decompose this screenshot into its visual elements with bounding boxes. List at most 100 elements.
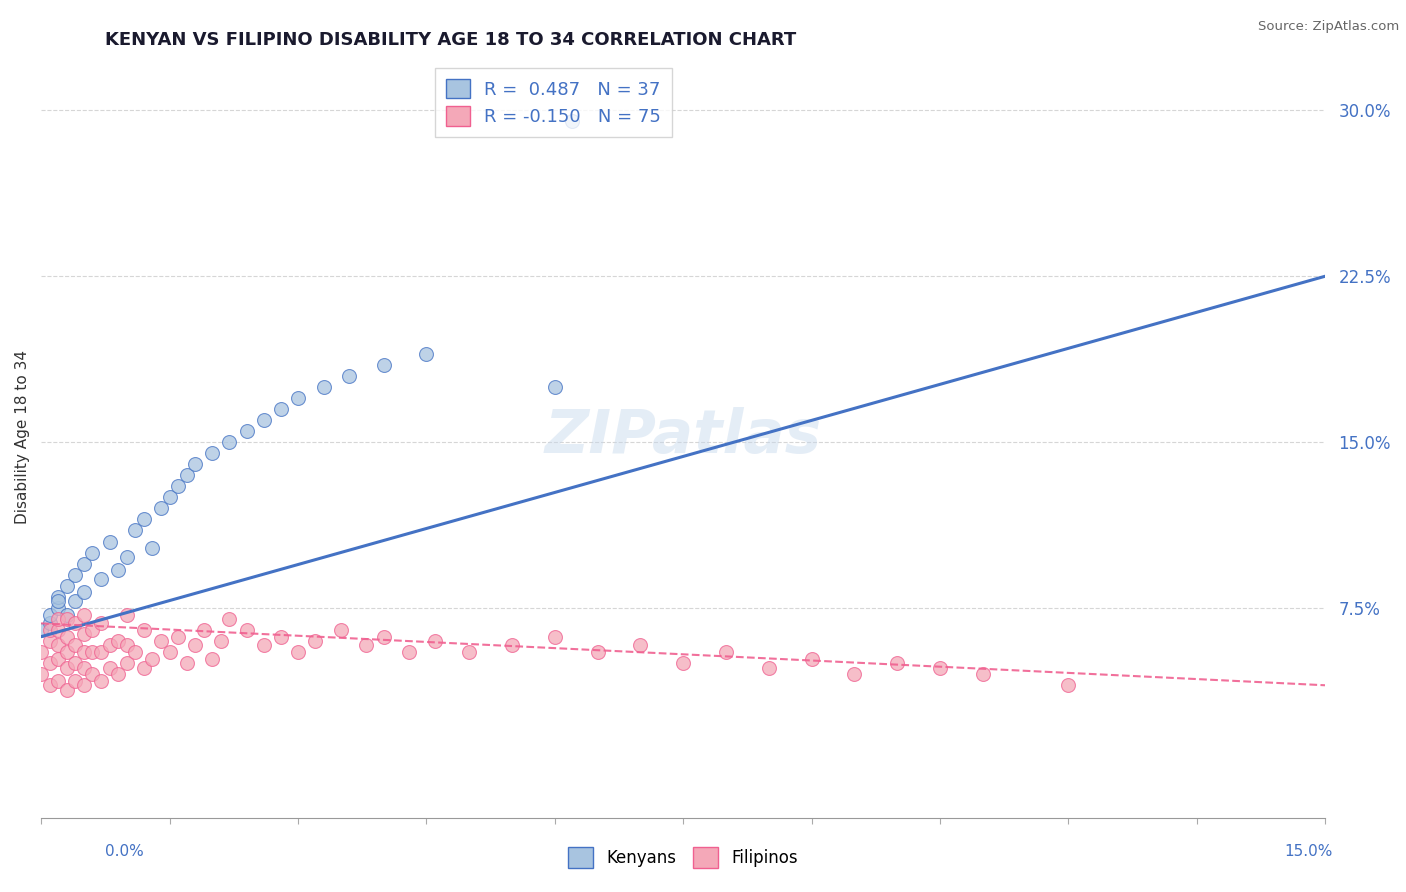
Point [141,651,163,665]
Point [46,673,69,688]
Point [304,634,326,648]
Point [1057,678,1080,692]
Point [270,630,292,644]
Text: KENYAN VS FILIPINO DISABILITY AGE 18 TO 34 CORRELATION CHART: KENYAN VS FILIPINO DISABILITY AGE 18 TO … [105,31,797,49]
Point [30,623,52,637]
Point [90,645,112,659]
Point [132,623,155,637]
Legend: R =  0.487   N = 37, R = -0.150   N = 75: R = 0.487 N = 37, R = -0.150 N = 75 [436,68,672,136]
Point [270,401,292,416]
Text: ZIPatlas: ZIPatlas [544,407,821,466]
Point [544,630,567,644]
Point [373,630,395,644]
Point [98,660,121,674]
Point [65,567,87,582]
Point [415,346,437,360]
Point [628,639,651,653]
Point [56,607,79,622]
Point [73,645,96,659]
Point [337,368,360,383]
Point [30,645,52,659]
Point [176,468,198,483]
Point [800,651,823,665]
Point [423,634,446,648]
Point [218,435,240,450]
Point [287,391,309,405]
Point [65,594,87,608]
Point [38,607,60,622]
Point [287,645,309,659]
Point [56,660,79,674]
Point [46,594,69,608]
Point [886,656,908,670]
Point [235,424,257,438]
Point [46,651,69,665]
Text: Source: ZipAtlas.com: Source: ZipAtlas.com [1258,20,1399,33]
Point [38,656,60,670]
Point [46,639,69,653]
Y-axis label: Disability Age 18 to 34: Disability Age 18 to 34 [15,350,30,524]
Point [141,541,163,556]
Point [149,501,172,516]
Point [115,607,138,622]
Point [65,673,87,688]
Point [672,656,695,670]
Point [758,660,780,674]
Point [30,667,52,681]
Point [356,639,378,653]
Point [184,639,207,653]
Point [132,660,155,674]
Point [176,656,198,670]
Point [82,645,104,659]
Point [235,623,257,637]
Point [149,634,172,648]
Point [38,678,60,692]
Point [98,639,121,653]
Point [65,616,87,631]
Point [124,645,146,659]
Point [167,630,190,644]
Point [73,557,96,571]
Point [107,563,129,577]
Point [73,678,96,692]
Point [82,623,104,637]
Point [115,549,138,564]
Point [38,634,60,648]
Point [56,579,79,593]
Point [98,534,121,549]
Point [184,457,207,471]
Point [218,612,240,626]
Point [253,639,276,653]
Point [458,645,481,659]
Point [209,634,232,648]
Point [90,616,112,631]
Point [373,358,395,372]
Point [201,651,224,665]
Text: 15.0%: 15.0% [1285,845,1333,859]
Point [201,446,224,460]
Point [65,656,87,670]
Point [56,682,79,697]
Point [115,656,138,670]
Point [82,667,104,681]
Point [56,645,79,659]
Point [38,623,60,637]
Point [329,623,352,637]
Point [714,645,737,659]
Point [193,623,215,637]
Text: 0.0%: 0.0% [105,845,145,859]
Point [124,524,146,538]
Point [972,667,994,681]
Point [46,612,69,626]
Point [159,645,181,659]
Point [56,630,79,644]
Point [159,491,181,505]
Point [312,380,335,394]
Point [167,479,190,493]
Point [107,634,129,648]
Point [56,612,79,626]
Point [90,572,112,586]
Point [90,673,112,688]
Point [561,114,583,128]
Point [65,639,87,653]
